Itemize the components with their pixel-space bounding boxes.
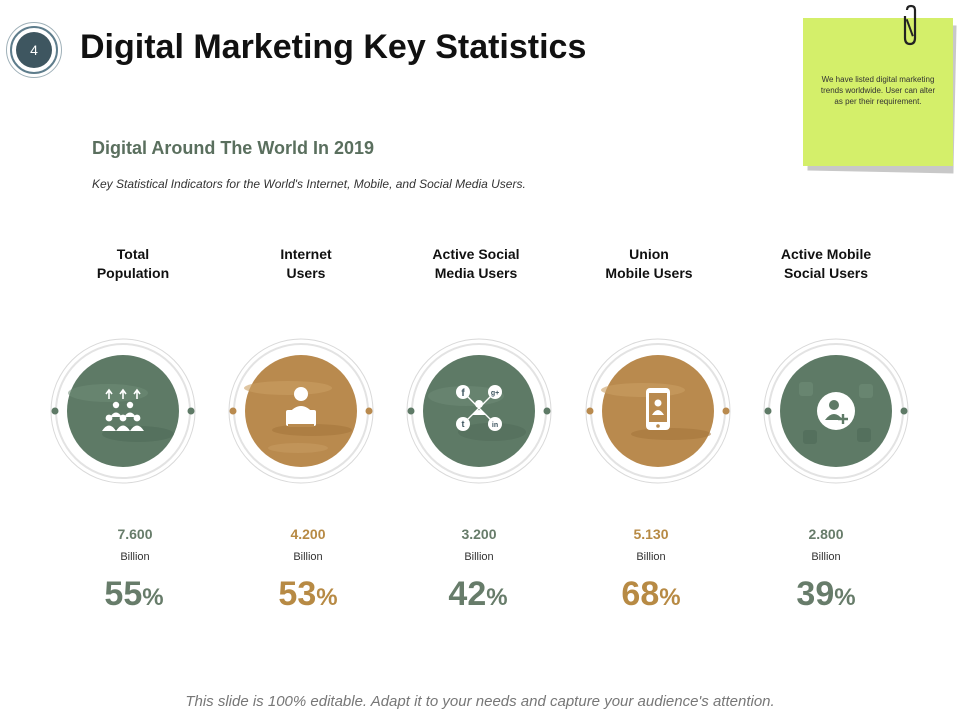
stat-label-active-social-media-users: Active Social Media Users (432, 246, 520, 281)
stat-circle-mobile-social (763, 338, 909, 484)
stat-label-total-population: Total Population (96, 246, 170, 281)
section-heading: Digital Around The World In 2019 (92, 138, 375, 158)
stat-label-active-mobile-social-users: Active Mobile Social Users (780, 246, 872, 281)
population-growth-icon (102, 388, 144, 431)
stat-percent: 68% (621, 575, 681, 613)
stat-unit: Billion (464, 551, 494, 563)
stat-value: 5.130 (633, 526, 669, 542)
stat-percent: 39% (796, 575, 856, 613)
linkedin-icon: in (492, 422, 498, 429)
stat-circle-social-media: f g+ t in (406, 338, 552, 484)
twitter-icon: t (462, 419, 465, 429)
stat-value: 7.600 (117, 526, 153, 542)
stat-unit: Billion (636, 551, 666, 563)
computer-user-icon (286, 387, 316, 427)
stat-circle-internet-users (228, 338, 374, 484)
slide-number: 4 (16, 32, 52, 68)
slide-number-badge: 4 (6, 22, 62, 78)
stat-value: 3.200 (461, 526, 497, 542)
stat-circle-total-population (50, 338, 196, 484)
page-title: Digital Marketing Key Statistics (80, 28, 587, 66)
social-network-icon: f g+ t in (456, 385, 502, 431)
stat-percent: 55% (104, 575, 164, 613)
stat-label-internet-users: Internet Users (280, 246, 332, 281)
stat-label-union-mobile-users: Union Mobile Users (605, 246, 693, 281)
google-plus-icon: g+ (491, 390, 499, 397)
sticky-note-text: We have listed digital marketing trends … (820, 75, 936, 106)
sticky-note[interactable]: We have listed digital marketing trends … (803, 18, 953, 166)
mobile-user-icon (646, 388, 670, 430)
stat-circle-mobile-users (585, 338, 731, 484)
stat-percent: 42% (448, 575, 508, 613)
paperclip-icon (903, 4, 917, 46)
stat-percent: 53% (278, 575, 338, 613)
stat-unit: Billion (120, 551, 150, 563)
section-description: Key Statistical Indicators for the World… (92, 177, 526, 191)
stat-unit: Billion (293, 551, 323, 563)
facebook-icon: f (461, 388, 465, 399)
stat-unit: Billion (811, 551, 841, 563)
footer-note: This slide is 100% editable. Adapt it to… (185, 693, 775, 710)
stat-value: 2.800 (808, 526, 844, 542)
add-user-icon (817, 392, 855, 430)
stat-value: 4.200 (290, 526, 326, 542)
